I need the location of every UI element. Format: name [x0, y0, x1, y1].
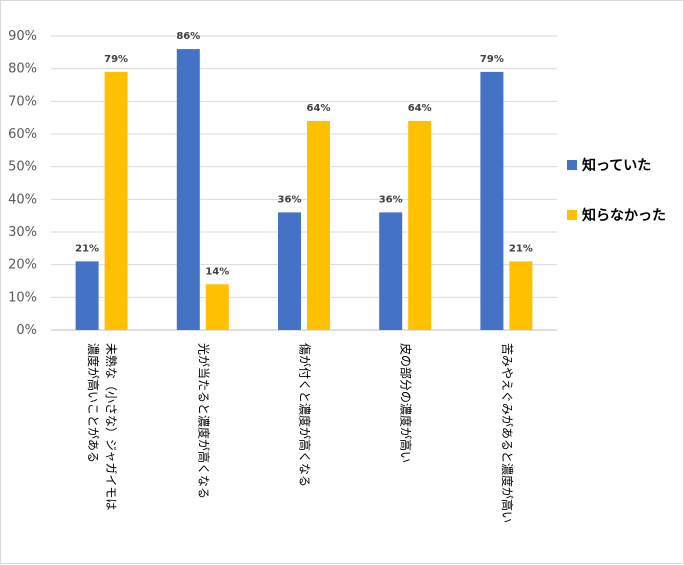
bar: [307, 120, 330, 330]
category-label: 濃度が高いことがある: [86, 343, 101, 463]
bars: [75, 49, 533, 331]
bar: [75, 261, 99, 330]
bar: [176, 49, 200, 331]
y-tick-label: 40%: [8, 192, 37, 207]
y-tick-label: 20%: [8, 258, 37, 273]
legend-swatch: [567, 210, 577, 220]
data-label: 79%: [104, 54, 128, 65]
category-label: 皮の部分の濃度が高い: [399, 343, 414, 463]
category-label: 未熟な（小さな）ジャガイモは: [104, 343, 119, 510]
bar: [205, 284, 229, 330]
gridlines: [51, 35, 557, 331]
data-label: 64%: [307, 103, 331, 114]
y-tick-label: 50%: [8, 160, 37, 175]
bar: [104, 71, 128, 330]
category-label: 苦みやえぐみがあると濃度が高い: [500, 343, 515, 523]
data-labels: 21% 79% 86% 14% 36% 64% 36% 64% 79% 21%: [75, 31, 533, 277]
y-tick-label: 10%: [8, 290, 37, 305]
data-label: 36%: [278, 194, 302, 205]
y-tick-label: 30%: [8, 225, 37, 240]
data-label: 14%: [205, 266, 229, 277]
y-axis: 0% 10% 20% 30% 40% 50% 60% 70% 80% 90%: [8, 29, 37, 338]
data-label: 64%: [408, 103, 432, 114]
bar: [480, 71, 504, 330]
category-label: 光が当たると濃度が高くなる: [196, 343, 211, 499]
legend-label: 知らなかった: [582, 207, 666, 224]
legend-swatch: [567, 160, 577, 170]
bar: [379, 212, 403, 330]
y-tick-label: 0%: [16, 323, 37, 338]
y-tick-label: 70%: [8, 94, 37, 109]
data-label: 21%: [75, 243, 99, 254]
y-tick-label: 80%: [8, 62, 37, 77]
data-label: 79%: [480, 54, 504, 65]
category-label: 傷が付くと濃度が高くなる: [298, 343, 313, 487]
y-tick-label: 90%: [8, 29, 37, 44]
data-label: 36%: [379, 194, 403, 205]
bar: [408, 120, 432, 330]
bar: [278, 212, 301, 330]
data-label: 21%: [509, 243, 533, 254]
data-label: 86%: [176, 31, 200, 42]
bar: [509, 261, 533, 330]
y-tick-label: 60%: [8, 127, 37, 142]
legend-label: 知っていた: [582, 157, 651, 174]
